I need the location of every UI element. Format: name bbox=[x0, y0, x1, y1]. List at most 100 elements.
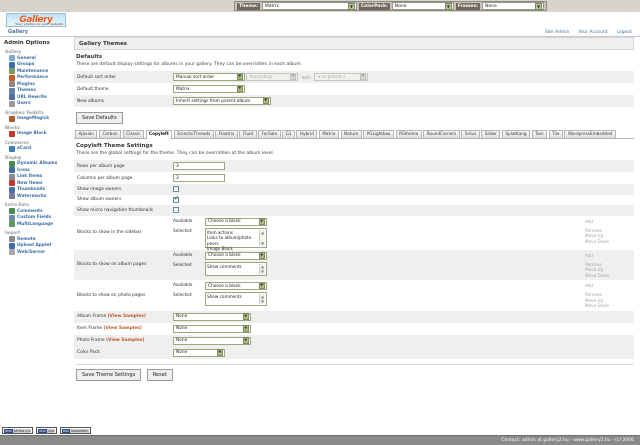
tab-tam[interactable]: Tam bbox=[531, 129, 548, 138]
remove-block-button[interactable]: Remove bbox=[585, 227, 602, 233]
sidebar-item-comments[interactable]: Comments bbox=[9, 208, 69, 214]
sidebar-item-web-server[interactable]: Web/Server bbox=[9, 249, 69, 255]
tab-copyleft[interactable]: Copyleft bbox=[145, 129, 173, 139]
sidebar-item-general[interactable]: General bbox=[9, 55, 69, 61]
default-theme-select[interactable]: Matrix ▼ bbox=[173, 85, 245, 93]
sidebar-item-dynamic-albums[interactable]: Dynamic Albums bbox=[9, 160, 69, 167]
tab-g1[interactable]: G1 bbox=[282, 129, 295, 138]
sidebar-item-ecard[interactable]: eCard bbox=[9, 145, 69, 152]
tab-eclecticthreads[interactable]: EclecticThreads bbox=[173, 129, 214, 138]
list-item[interactable]: Show comments bbox=[207, 294, 242, 299]
theme-toolbar-select[interactable]: Matrix ▼ bbox=[261, 2, 357, 10]
tab-slider[interactable]: Slider bbox=[481, 129, 501, 138]
validator-badge[interactable]: W3C XHTML 1.0 bbox=[2, 427, 34, 434]
selected-blocks-listbox[interactable]: Item actions Links to album/photo peers Im… bbox=[205, 227, 267, 251]
move-up-button[interactable]: Move Up bbox=[585, 267, 604, 272]
sidebar-item-remote[interactable]: Remote bbox=[9, 236, 69, 242]
tab-forsale[interactable]: ForSale bbox=[258, 129, 281, 138]
gallery-logo[interactable]: Gallery Your photos on your website bbox=[6, 13, 66, 27]
list-item[interactable]: Links to album/photo peers bbox=[207, 235, 252, 246]
listbox-scrollbar[interactable]: ▲ ▼ bbox=[259, 263, 265, 274]
tab-matrix[interactable]: Matrix bbox=[318, 129, 339, 138]
sidebar-item-upload-applet[interactable]: Upload Applet bbox=[9, 242, 69, 249]
tab-splatkang[interactable]: SplatKang bbox=[501, 129, 531, 138]
tab-nature[interactable]: Nature bbox=[340, 129, 362, 138]
breadcrumb[interactable]: Gallery bbox=[8, 29, 29, 35]
album-frame-select[interactable]: None ▼ bbox=[173, 312, 251, 321]
move-up-button[interactable]: Move Up bbox=[585, 297, 604, 303]
move-up-button[interactable]: Move Up bbox=[585, 233, 604, 238]
sidebar-item-icons[interactable]: Icons bbox=[9, 167, 69, 173]
move-down-button[interactable]: Move Down bbox=[585, 272, 610, 278]
cols-per-page-input[interactable]: 3 bbox=[173, 174, 225, 182]
sidebar-item-imagemagick[interactable]: ImageMagick bbox=[9, 115, 69, 122]
rows-per-page-input[interactable]: 3 bbox=[173, 162, 225, 170]
available-block-select[interactable]: Choose a block ▼ bbox=[205, 217, 267, 226]
add-block-button[interactable]: Add bbox=[585, 252, 594, 258]
save-defaults-button[interactable]: Save Defaults bbox=[76, 112, 123, 124]
sidebar-item-groups[interactable]: Groups bbox=[9, 61, 69, 68]
sidebar-item-thumbnails[interactable]: Thumbnails bbox=[9, 186, 69, 193]
sidebar-item-url-rewrite[interactable]: URL Rewrite bbox=[9, 94, 69, 100]
default-sort-order-select[interactable]: Manual sort order ▼ bbox=[173, 73, 245, 81]
sidebar-item-custom-fields[interactable]: Custom Fields bbox=[9, 214, 69, 221]
show-micro-nav-checkbox[interactable] bbox=[173, 207, 179, 213]
sidebar-item-performance[interactable]: Performance bbox=[9, 74, 69, 81]
item-frame-cell: None ▼ bbox=[170, 323, 634, 335]
nav-your-account[interactable]: Your Account bbox=[578, 29, 608, 35]
remove-block-button[interactable]: Remove bbox=[585, 261, 602, 267]
tab-floatrix[interactable]: Floatrix bbox=[215, 129, 238, 138]
tab-carbon[interactable]: Carbon bbox=[98, 129, 122, 138]
tab-roundcorners[interactable]: RoundCorners bbox=[423, 129, 460, 138]
add-block-button[interactable]: Add bbox=[585, 218, 594, 224]
view-samples-link[interactable]: (View Samples) bbox=[107, 314, 146, 319]
sidebar-item-themes[interactable]: Themes bbox=[9, 87, 69, 94]
tab-wordpressembedded[interactable]: WordpressEmbedded bbox=[564, 129, 616, 138]
validator-badge[interactable]: W3C CSS bbox=[36, 427, 58, 434]
tab-pglightbox[interactable]: PGLightbox bbox=[363, 129, 394, 138]
list-item[interactable]: Show comments bbox=[207, 263, 242, 269]
save-theme-settings-button[interactable]: Save Theme Settings bbox=[76, 368, 142, 381]
nav-site-admin[interactable]: Site Admin bbox=[544, 29, 570, 35]
sidebar-item-watermarks[interactable]: Watermarks bbox=[9, 193, 69, 199]
show-image-owners-checkbox[interactable] bbox=[173, 186, 179, 192]
remove-block-button[interactable]: Remove bbox=[585, 292, 602, 297]
tab-pgtheme[interactable]: PGtheme bbox=[395, 129, 422, 138]
new-albums-select[interactable]: Inherit settings from parent album ▼ bbox=[173, 97, 271, 105]
show-album-owners-checkbox[interactable] bbox=[173, 196, 179, 203]
move-down-button[interactable]: Move Down bbox=[585, 238, 610, 244]
nav-logout[interactable]: Logout bbox=[616, 29, 632, 35]
selected-blocks-listbox[interactable]: Show comments ▲ ▼ bbox=[205, 292, 267, 306]
tab-classic[interactable]: Classic bbox=[122, 129, 145, 138]
add-block-button[interactable]: Add bbox=[585, 283, 594, 288]
frames-toolbar-select[interactable]: None ▼ bbox=[482, 2, 545, 10]
sidebar-item-link-items[interactable]: Link Items bbox=[9, 173, 69, 180]
list-item[interactable]: Image Block bbox=[207, 246, 233, 251]
move-down-button[interactable]: Move Down bbox=[585, 303, 610, 308]
tab-sirius[interactable]: Sirius bbox=[461, 129, 480, 138]
tab-hybrid[interactable]: Hybrid bbox=[296, 129, 318, 138]
available-block-select[interactable]: Choose a block ▼ bbox=[205, 251, 267, 260]
sidebar-item-new-items[interactable]: New Items bbox=[9, 180, 69, 186]
photo-frame-select[interactable]: None ▼ bbox=[173, 336, 251, 345]
tab-fluid[interactable]: Fluid bbox=[239, 129, 257, 138]
validator-badge[interactable]: RSS VALIDATED bbox=[60, 427, 91, 434]
reset-button[interactable]: Reset bbox=[146, 368, 173, 381]
view-samples-link[interactable]: (View Samples) bbox=[103, 326, 142, 331]
sidebar-item-multilanguage[interactable]: MultiLanguage bbox=[9, 221, 69, 227]
color-pack-select[interactable]: None ▼ bbox=[173, 348, 225, 357]
sidebar-item-users[interactable]: Users bbox=[9, 100, 69, 107]
tab-tile[interactable]: Tile bbox=[548, 129, 563, 138]
available-block-select[interactable]: Choose a block ▼ bbox=[205, 282, 267, 290]
listbox-scrollbar[interactable]: ▲ ▼ bbox=[259, 229, 265, 246]
list-item[interactable]: Item actions bbox=[207, 229, 233, 235]
tab-ajaxian[interactable]: Ajaxian bbox=[75, 129, 98, 138]
view-samples-link[interactable]: (View Samples) bbox=[106, 338, 145, 343]
item-frame-select[interactable]: None ▼ bbox=[173, 324, 251, 333]
listbox-scrollbar[interactable]: ▲ ▼ bbox=[259, 294, 265, 304]
selected-blocks-listbox[interactable]: Show comments ▲ ▼ bbox=[205, 261, 267, 276]
sidebar-item-plugins[interactable]: Plugins bbox=[9, 81, 69, 87]
colorpack-toolbar-select[interactable]: None ▼ bbox=[391, 2, 454, 10]
sidebar-item-maintenance[interactable]: Maintenance bbox=[9, 68, 69, 74]
sidebar-item-image-block[interactable]: Image Block bbox=[9, 130, 69, 137]
